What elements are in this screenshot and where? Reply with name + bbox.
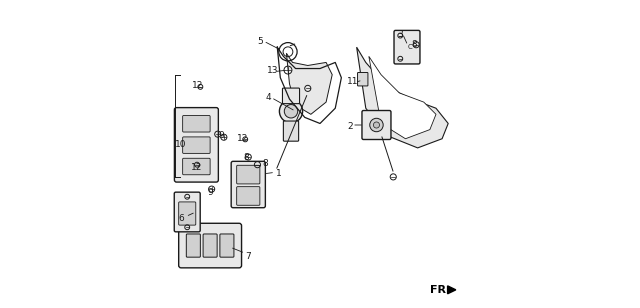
Text: 1: 1 [276, 169, 282, 178]
Polygon shape [356, 47, 448, 148]
Text: C: C [408, 44, 412, 50]
FancyBboxPatch shape [231, 161, 266, 208]
Circle shape [370, 118, 383, 132]
FancyBboxPatch shape [203, 234, 217, 257]
Circle shape [284, 104, 298, 118]
Text: 12: 12 [192, 81, 204, 90]
Polygon shape [447, 286, 456, 294]
FancyBboxPatch shape [237, 165, 260, 184]
Text: 2: 2 [348, 122, 353, 131]
FancyBboxPatch shape [358, 72, 368, 86]
Circle shape [373, 122, 380, 128]
Polygon shape [369, 56, 436, 139]
FancyBboxPatch shape [179, 223, 241, 268]
Text: 9: 9 [207, 188, 213, 197]
Text: 8: 8 [411, 40, 417, 49]
Text: 8: 8 [244, 152, 250, 162]
FancyBboxPatch shape [282, 88, 300, 103]
Text: 12: 12 [237, 134, 249, 143]
FancyBboxPatch shape [182, 116, 210, 132]
Text: 5: 5 [258, 37, 263, 46]
FancyBboxPatch shape [186, 234, 200, 257]
Polygon shape [287, 53, 332, 114]
Text: 3: 3 [397, 30, 403, 38]
Circle shape [280, 100, 303, 123]
Text: 4: 4 [266, 93, 271, 102]
Text: 6: 6 [179, 214, 184, 223]
Text: 13: 13 [267, 66, 278, 75]
FancyBboxPatch shape [182, 158, 210, 175]
Text: 9: 9 [219, 131, 225, 140]
Text: 10: 10 [175, 140, 186, 149]
Text: 7: 7 [245, 252, 251, 261]
FancyBboxPatch shape [175, 107, 218, 182]
FancyBboxPatch shape [220, 234, 234, 257]
Text: 12: 12 [191, 163, 203, 172]
FancyBboxPatch shape [362, 111, 391, 140]
Text: 8: 8 [263, 159, 269, 168]
FancyBboxPatch shape [237, 187, 260, 205]
FancyBboxPatch shape [284, 121, 299, 141]
Text: 11: 11 [348, 77, 358, 86]
FancyBboxPatch shape [394, 30, 420, 64]
FancyBboxPatch shape [182, 137, 210, 153]
FancyBboxPatch shape [179, 202, 196, 225]
FancyBboxPatch shape [174, 192, 200, 232]
Text: FR.: FR. [429, 285, 450, 295]
